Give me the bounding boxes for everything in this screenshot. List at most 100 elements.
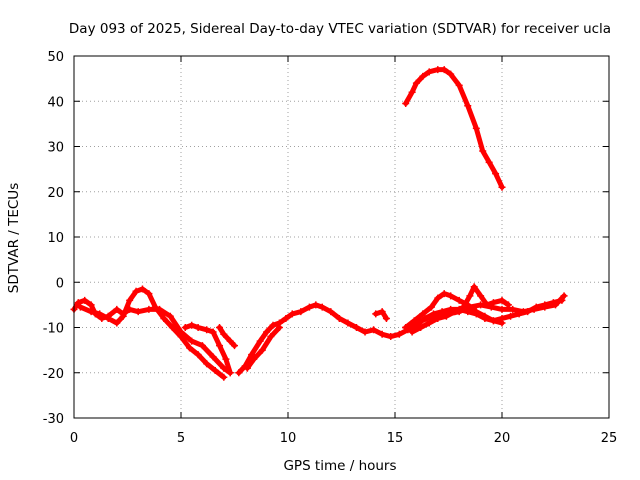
data-point xyxy=(489,317,497,325)
data-point xyxy=(372,310,380,318)
data-point xyxy=(419,310,427,318)
data-point xyxy=(267,333,275,341)
data-point xyxy=(188,321,196,329)
data-point xyxy=(466,292,474,300)
axis-tick-labels: 0 5 10 15 20 25 -30 -20 -10 0 10 20 30 40 50 xyxy=(43,50,618,446)
data-point xyxy=(412,79,420,87)
data-point xyxy=(498,183,506,191)
y-tick-label: 40 xyxy=(47,95,64,110)
data-point xyxy=(408,328,416,336)
data-point xyxy=(417,324,425,331)
data-point xyxy=(160,314,168,322)
data-point xyxy=(498,305,506,313)
y-tick-label: 0 xyxy=(56,276,64,291)
data-point xyxy=(231,342,238,350)
data-point xyxy=(194,324,202,331)
series-track-h xyxy=(402,290,506,331)
data-point xyxy=(282,314,290,322)
data-point xyxy=(132,287,140,295)
data-point xyxy=(226,337,234,345)
data-point xyxy=(530,305,538,313)
data-point xyxy=(378,330,386,338)
data-point xyxy=(87,301,95,309)
data-point xyxy=(485,158,493,166)
data-point xyxy=(166,312,174,320)
data-point xyxy=(464,102,472,110)
data-series xyxy=(70,66,568,381)
y-axis-label: SDTVAR / TECUs xyxy=(6,183,22,293)
data-point xyxy=(455,296,463,304)
data-point xyxy=(352,324,360,331)
data-point xyxy=(198,342,206,350)
data-point xyxy=(186,344,194,352)
data-point xyxy=(408,88,416,96)
data-point xyxy=(552,301,559,309)
data-point xyxy=(434,294,442,302)
y-tick-label: -20 xyxy=(43,367,64,382)
series-track-b xyxy=(76,285,228,381)
data-point xyxy=(447,292,455,300)
data-point xyxy=(243,364,251,372)
grid-lines xyxy=(74,56,609,418)
data-point xyxy=(479,147,487,155)
data-point xyxy=(211,366,219,374)
data-point xyxy=(216,324,224,331)
data-point xyxy=(151,303,159,311)
data-point xyxy=(269,321,277,329)
data-point xyxy=(74,299,82,307)
data-point xyxy=(194,351,202,359)
data-point xyxy=(209,353,217,361)
data-point xyxy=(145,305,153,313)
x-tick-label: 10 xyxy=(280,431,297,446)
data-point xyxy=(126,296,134,304)
x-axis-label: GPS time / hours xyxy=(283,458,396,474)
data-point xyxy=(425,319,433,327)
y-tick-label: 10 xyxy=(47,231,64,246)
data-point xyxy=(434,312,442,320)
data-point xyxy=(297,308,305,316)
data-point xyxy=(440,290,448,298)
data-point xyxy=(509,305,517,313)
data-point xyxy=(76,303,84,311)
series-track-f xyxy=(243,324,283,372)
data-point xyxy=(312,301,320,309)
data-point xyxy=(477,292,485,300)
data-point xyxy=(402,324,410,331)
chart-title: Day 093 of 2025, Sidereal Day-to-day VTE… xyxy=(69,21,611,37)
x-tick-label: 0 xyxy=(70,431,78,446)
series-track-e xyxy=(235,296,566,377)
data-point xyxy=(222,355,230,363)
data-point xyxy=(263,328,271,336)
data-point xyxy=(447,70,455,78)
data-point xyxy=(145,290,153,298)
data-point xyxy=(440,66,448,74)
data-point xyxy=(434,66,442,74)
y-tick-label: 50 xyxy=(47,50,64,65)
data-point xyxy=(455,308,463,316)
data-point xyxy=(250,355,258,363)
data-point xyxy=(113,305,121,313)
data-point xyxy=(445,310,452,318)
series-track-j xyxy=(402,292,568,331)
data-point xyxy=(119,312,127,320)
y-tick-label: -10 xyxy=(43,322,64,337)
data-point xyxy=(256,337,264,345)
plot-frame xyxy=(73,55,610,419)
data-point xyxy=(327,308,335,316)
data-point xyxy=(226,369,234,377)
data-point xyxy=(203,360,211,368)
data-point xyxy=(492,170,500,178)
data-point xyxy=(177,333,185,341)
data-point xyxy=(138,285,146,293)
data-point xyxy=(203,326,211,334)
series-track-k xyxy=(402,66,506,191)
data-point xyxy=(370,326,378,334)
data-point xyxy=(248,351,256,359)
x-tick-label: 25 xyxy=(601,431,618,446)
data-point xyxy=(181,324,189,331)
x-tick-label: 20 xyxy=(494,431,511,446)
data-point xyxy=(541,303,549,311)
data-point xyxy=(560,292,568,300)
data-point xyxy=(318,303,326,311)
